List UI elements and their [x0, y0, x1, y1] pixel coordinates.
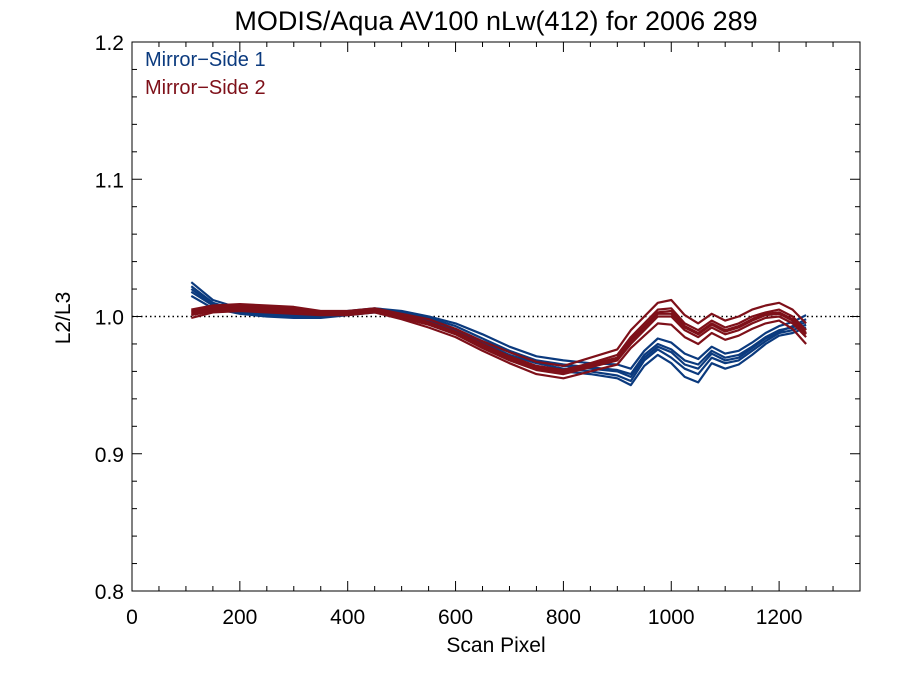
- y-tick-label: 1.1: [95, 169, 124, 192]
- y-tick-label: 1.2: [95, 32, 124, 55]
- x-tick-label: 0: [126, 606, 138, 629]
- y-tick-label: 1.0: [95, 307, 124, 330]
- series-line: [190, 294, 807, 387]
- x-axis-label: Scan Pixel: [446, 634, 545, 657]
- series-layer: [190, 281, 807, 387]
- y-axis-label: L2/L3: [52, 292, 75, 345]
- series-line: [191, 304, 807, 373]
- series-line: [191, 307, 807, 374]
- series-line: [190, 288, 807, 378]
- x-tick-label: 200: [222, 606, 257, 629]
- x-tick-label: 800: [546, 606, 581, 629]
- y-tick-label: 0.8: [95, 581, 124, 604]
- series-line: [191, 298, 807, 367]
- x-tick-label: 400: [330, 606, 365, 629]
- legend-entry-mirror-side-2: Mirror−Side 2: [145, 77, 266, 99]
- legend-entry-mirror-side-1: Mirror−Side 1: [145, 49, 266, 71]
- tick-labels: 0 200 400 600 800 1000 1200 0.8 0.9 1.0 1.1 1.2: [95, 32, 803, 629]
- axis-ticks: [131, 41, 861, 592]
- y-tick-label: 0.9: [95, 444, 124, 467]
- series-line: [190, 285, 807, 376]
- x-tick-label: 1000: [648, 606, 695, 629]
- x-tick-label: 600: [438, 606, 473, 629]
- series-mirror-side-2: [191, 298, 807, 380]
- x-tick-label: 1200: [756, 606, 803, 629]
- series-line: [190, 290, 807, 383]
- legend: Mirror−Side 1 Mirror−Side 2: [145, 49, 266, 99]
- plot-area: 0 200 400 600 800 1000 1200 0.8 0.9 1.0 1.1 1.2: [95, 32, 861, 629]
- series-line: [191, 309, 807, 380]
- chart-title: MODIS/Aqua AV100 nLw(412) for 2006 289: [234, 6, 757, 36]
